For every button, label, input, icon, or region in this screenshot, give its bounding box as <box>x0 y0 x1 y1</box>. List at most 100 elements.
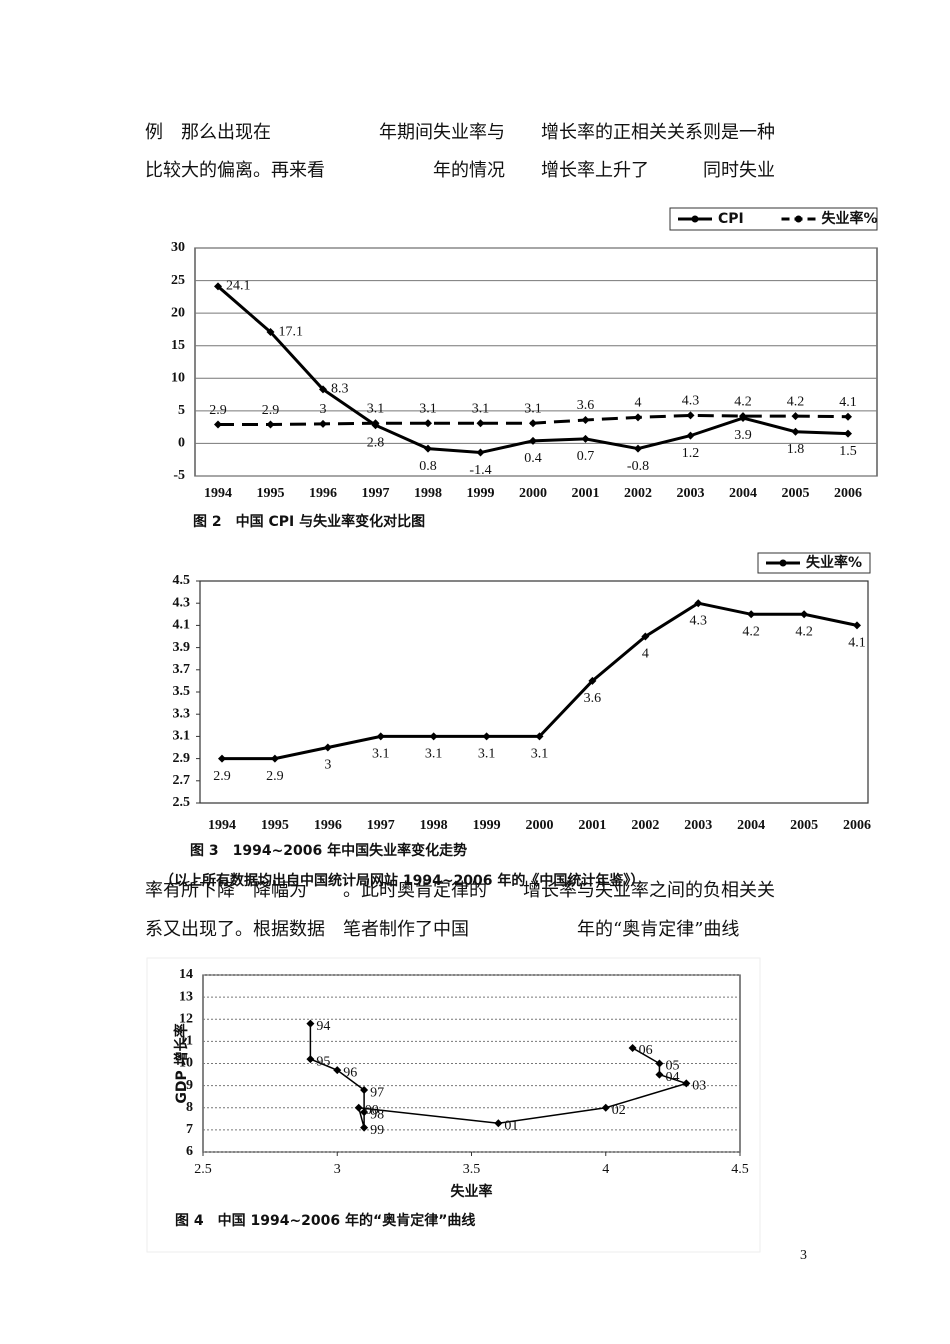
y-tick-label: 10 <box>171 371 185 386</box>
x-tick-label: 1998 <box>420 818 448 833</box>
x-tick-label: 3 <box>334 1162 341 1177</box>
y-tick-label: 8 <box>186 1100 193 1115</box>
x-tick-label: 1998 <box>414 486 442 501</box>
data-label: 4.1 <box>839 395 857 410</box>
data-label: 4.3 <box>682 394 700 409</box>
y-tick-label: 12 <box>179 1011 193 1026</box>
legend-label: CPI <box>718 211 744 227</box>
data-label: 24.1 <box>226 279 251 294</box>
data-label: 3.1 <box>367 401 385 416</box>
data-label: 0.8 <box>419 459 437 474</box>
y-tick-label: 30 <box>171 240 185 255</box>
data-point <box>360 1123 369 1132</box>
body-line: 系又出现了。根据数据 笔者制作了中国 年的“奥肯定律”曲线 <box>145 919 739 940</box>
data-label: 1.2 <box>682 446 700 461</box>
x-tick-label: 2000 <box>526 818 554 833</box>
legend-marker <box>779 559 787 567</box>
y-tick-label: 3.9 <box>173 640 191 655</box>
data-label: 4.2 <box>795 625 813 640</box>
x-tick-label: 2000 <box>519 486 547 501</box>
point-label: 94 <box>316 1019 330 1034</box>
data-label: 4 <box>635 396 642 411</box>
point-label: 99 <box>370 1123 384 1138</box>
y-tick-label: 3.5 <box>173 684 191 699</box>
x-tick-label: 2001 <box>572 486 600 501</box>
legend-box <box>757 552 871 574</box>
data-point <box>319 419 327 428</box>
y-tick-label: 6 <box>186 1144 193 1159</box>
point-label: 02 <box>612 1103 626 1118</box>
figure-caption: 图 2 中国 CPI 与失业率变化对比图 <box>193 513 425 530</box>
data-point <box>476 419 485 428</box>
data-label: 1.5 <box>839 444 857 459</box>
data-label: 2.8 <box>367 435 385 450</box>
data-point <box>694 599 703 608</box>
data-label: 3.1 <box>472 401 490 416</box>
point-label: 01 <box>504 1118 518 1133</box>
data-label: 3 <box>324 758 331 773</box>
data-point <box>844 412 852 421</box>
y-tick-label: 14 <box>179 967 193 982</box>
y-tick-label: 2.7 <box>173 773 191 788</box>
data-label: 2.9 <box>266 769 284 784</box>
data-point <box>360 1108 369 1117</box>
data-point <box>634 444 642 453</box>
y-tick-label: 4.1 <box>173 618 191 633</box>
data-point <box>791 427 800 436</box>
point-label: 03 <box>692 1079 706 1094</box>
body-line: 比较大的偏离。再来看 年的情况 增长率上升了 同时失业 <box>145 160 775 181</box>
data-point <box>581 434 590 443</box>
data-point <box>429 732 438 741</box>
data-point <box>270 754 279 763</box>
legend-marker <box>795 215 802 223</box>
data-point <box>800 610 809 619</box>
data-point <box>634 413 642 422</box>
y-tick-label: 13 <box>179 989 193 1004</box>
source-note: （以上所有数据均出自中国统计局网站 1994~2006 年的《中国统计年鉴》） <box>160 872 644 889</box>
figure-caption: 图 3 1994~2006 年中国失业率变化走势 <box>190 842 467 859</box>
y-tick-label: 25 <box>171 273 185 288</box>
data-label: 4.2 <box>787 394 805 409</box>
y-tick-label: 3.7 <box>173 662 191 677</box>
x-tick-label: 3.5 <box>463 1162 481 1177</box>
data-point <box>376 732 385 741</box>
point-label: 96 <box>343 1065 357 1080</box>
data-point <box>747 610 756 619</box>
x-tick-label: 2002 <box>624 486 652 501</box>
x-tick-label: 2005 <box>790 818 818 833</box>
data-point <box>218 754 226 763</box>
x-tick-label: 2006 <box>843 818 871 833</box>
x-axis-label: 失业率 <box>451 1183 493 1200</box>
data-label: 8.3 <box>331 382 349 397</box>
x-tick-label: 2003 <box>684 818 712 833</box>
x-tick-label: 2003 <box>677 486 705 501</box>
x-tick-label: 2002 <box>631 818 659 833</box>
body-line: 例 那么出现在 年期间失业率与 增长率的正相关关系则是一种 <box>145 122 775 143</box>
data-label: 0.7 <box>577 449 595 464</box>
point-label: 04 <box>665 1070 679 1085</box>
data-point <box>371 419 380 428</box>
data-point <box>319 385 327 394</box>
y-tick-label: 4.5 <box>173 573 191 588</box>
data-point <box>306 1019 315 1028</box>
data-point <box>581 415 590 424</box>
data-point <box>529 419 537 428</box>
data-point <box>323 743 332 752</box>
data-label: 3.1 <box>372 747 390 762</box>
data-point <box>306 1055 315 1064</box>
x-tick-label: 4.5 <box>731 1162 749 1177</box>
data-label: 3.9 <box>734 428 752 443</box>
data-point <box>686 411 695 420</box>
point-label: 97 <box>370 1085 384 1100</box>
y-axis-label: GDP 增长率 <box>173 1023 190 1103</box>
data-label: 4.3 <box>690 613 708 628</box>
y-tick-label: 2.5 <box>173 795 191 810</box>
data-label: 3.6 <box>584 691 602 706</box>
x-tick-label: 1999 <box>467 486 495 501</box>
data-label: 3.1 <box>531 747 549 762</box>
y-tick-label: 20 <box>171 305 185 320</box>
x-tick-label: 2.5 <box>194 1162 212 1177</box>
data-label: 2.9 <box>209 403 227 418</box>
x-tick-label: 1999 <box>473 818 501 833</box>
